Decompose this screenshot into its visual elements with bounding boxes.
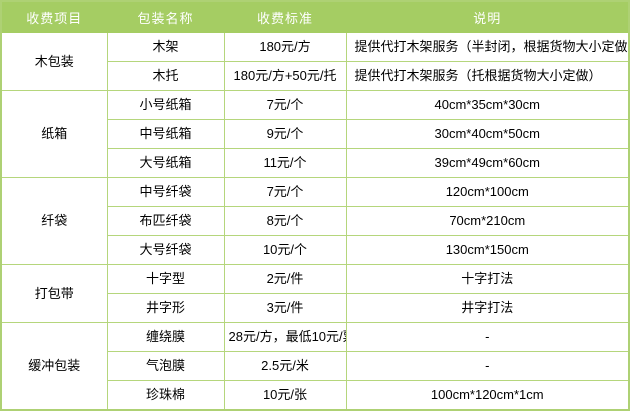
table-row: 纤袋 中号纤袋 7元/个 120cm*100cm	[0, 177, 630, 265]
price-cell: 9元/个	[223, 119, 347, 149]
price-cell: 2元/件	[223, 264, 347, 294]
table-row: 木托 180元/方+50元/托 提供代打木架服务（托根据货物大小定做）	[1, 61, 630, 91]
table-row: 大号纸箱 11元/个 39cm*49cm*60cm	[1, 148, 630, 178]
name-cell: 中号纤袋	[106, 177, 225, 207]
header-row: 收费项目 包装名称 收费标准 说明	[0, 0, 630, 33]
name-cell: 十字型	[106, 264, 225, 294]
note-cell: 井字打法	[345, 293, 630, 323]
table-row: 气泡膜 2.5元/米 -	[1, 351, 630, 381]
name-cell: 木架	[106, 32, 225, 62]
name-cell: 缠绕膜	[106, 322, 225, 352]
note-cell: 提供代打木架服务（托根据货物大小定做）	[345, 61, 630, 91]
note-cell: -	[345, 322, 630, 352]
price-cell: 3元/件	[223, 293, 347, 323]
price-cell: 10元/张	[223, 380, 347, 411]
name-cell: 大号纸箱	[106, 148, 225, 178]
note-cell: 十字打法	[345, 264, 630, 294]
group-cell-carton: 纸箱	[0, 90, 108, 178]
price-cell: 180元/方	[223, 32, 347, 62]
note-cell: 100cm*120cm*1cm	[345, 380, 630, 411]
table-row: 缓冲包装 缠绕膜 28元/方，最低10元/票 -	[0, 322, 630, 411]
price-cell: 8元/个	[223, 206, 347, 236]
price-cell: 28元/方，最低10元/票	[223, 322, 347, 352]
name-cell: 小号纸箱	[106, 90, 225, 120]
table-row: 井字形 3元/件 井字打法	[1, 293, 630, 323]
col-header-fee-standard: 收费标准	[223, 0, 347, 33]
price-cell: 7元/个	[223, 177, 347, 207]
table-row: 木包装 木架 180元/方 提供代打木架服务（半封闭，根据货物大小定做）	[0, 32, 630, 91]
note-cell: 30cm*40cm*50cm	[345, 119, 630, 149]
col-header-note: 说明	[345, 0, 630, 33]
price-cell: 11元/个	[223, 148, 347, 178]
note-cell: 40cm*35cm*30cm	[345, 90, 630, 120]
table-row: 打包带 十字型 2元/件 十字打法	[0, 264, 630, 323]
table-row: 中号纸箱 9元/个 30cm*40cm*50cm	[1, 119, 630, 149]
name-cell: 木托	[106, 61, 225, 91]
price-cell: 10元/个	[223, 235, 347, 265]
group-cell-cushion-packing: 缓冲包装	[0, 322, 108, 411]
table-row: 珍珠棉 10元/张 100cm*120cm*1cm	[1, 380, 630, 411]
name-cell: 大号纤袋	[106, 235, 225, 265]
table-row: 布匹纤袋 8元/个 70cm*210cm	[1, 206, 630, 236]
note-cell: -	[345, 351, 630, 381]
name-cell: 珍珠棉	[106, 380, 225, 411]
group-cell-wood-packing: 木包装	[0, 32, 108, 91]
price-cell: 2.5元/米	[223, 351, 347, 381]
table-row: 大号纤袋 10元/个 130cm*150cm	[1, 235, 630, 265]
name-cell: 气泡膜	[106, 351, 225, 381]
name-cell: 井字形	[106, 293, 225, 323]
group-cell-fiber-bag: 纤袋	[0, 177, 108, 265]
note-cell: 130cm*150cm	[345, 235, 630, 265]
price-cell: 7元/个	[223, 90, 347, 120]
note-cell: 70cm*210cm	[345, 206, 630, 236]
table-header: 收费项目 包装名称 收费标准 说明	[0, 0, 630, 33]
col-header-package-name: 包装名称	[106, 0, 225, 33]
note-cell: 提供代打木架服务（半封闭，根据货物大小定做）	[345, 32, 630, 62]
price-cell: 180元/方+50元/托	[223, 61, 347, 91]
name-cell: 布匹纤袋	[106, 206, 225, 236]
col-header-fee-item: 收费项目	[0, 0, 108, 33]
table-row: 纸箱 小号纸箱 7元/个 40cm*35cm*30cm	[0, 90, 630, 178]
name-cell: 中号纸箱	[106, 119, 225, 149]
group-cell-packing-strap: 打包带	[0, 264, 108, 323]
note-cell: 39cm*49cm*60cm	[345, 148, 630, 178]
note-cell: 120cm*100cm	[345, 177, 630, 207]
